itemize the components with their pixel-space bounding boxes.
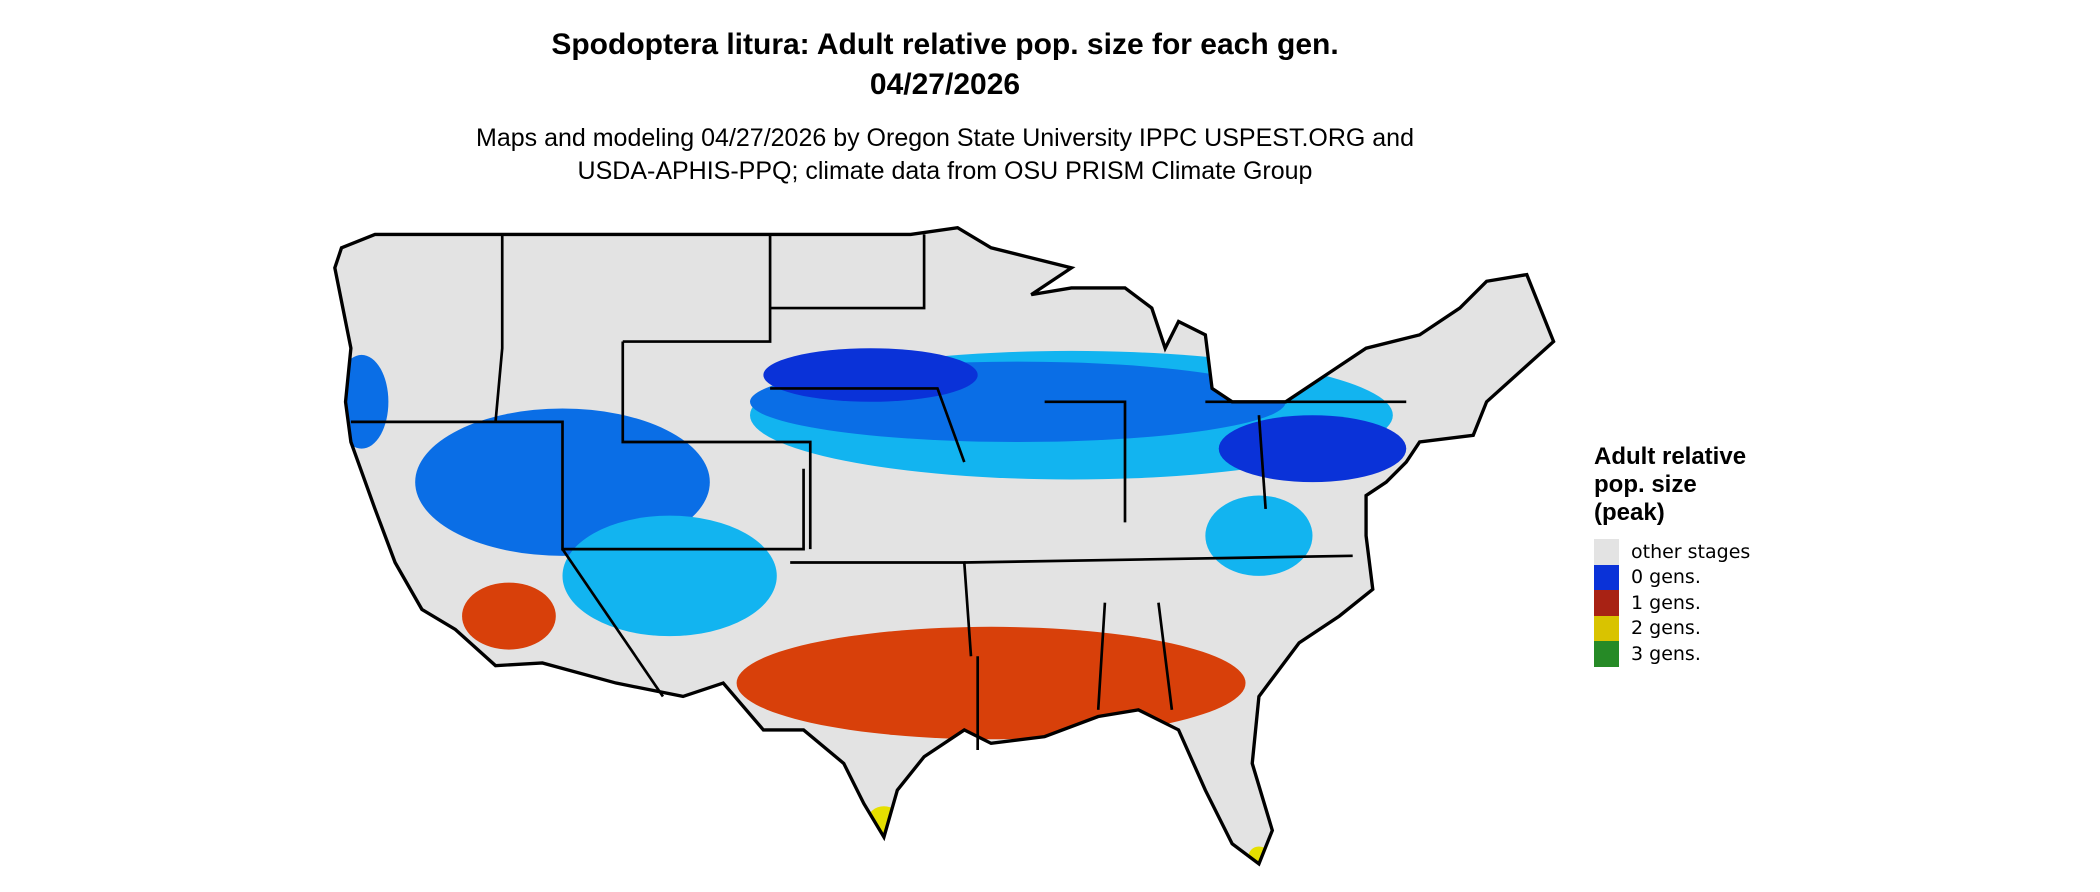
us-outline [333, 225, 1556, 867]
legend-label: other stages [1631, 540, 1751, 563]
map-date: 04/27/2026 [869, 68, 1021, 101]
legend-label: 0 gens. [1631, 566, 1701, 589]
legend-swatch [1594, 564, 1619, 590]
subtitle-line-2: USDA-APHIS-PPQ; climate data from OSU PR… [577, 157, 1313, 185]
zone-0-gens-appalachia [1205, 495, 1313, 576]
zone-1-gens-south [736, 626, 1246, 740]
legend-item-3-gens: 3 gens. [1594, 641, 1750, 667]
map-title: Spodoptera litura: Adult relative pop. s… [551, 28, 1339, 61]
legend-label: 3 gens. [1631, 642, 1701, 665]
zone-0-gens-dark-east [1218, 415, 1407, 483]
zone-0-gens-dark [763, 348, 978, 402]
state-borders [350, 234, 1407, 751]
legend-label: 2 gens. [1631, 617, 1701, 640]
legend-swatch [1594, 615, 1619, 641]
zone-0-gens-southwest [562, 515, 777, 637]
legend-item-2-gens: 2 gens. [1594, 615, 1750, 641]
legend-label: 1 gens. [1631, 591, 1701, 614]
zone-0-gens-coast [334, 354, 389, 449]
legend-item-1-gens: 1 gens. [1594, 590, 1750, 616]
subtitle-line-1: Maps and modeling 04/27/2026 by Oregon S… [476, 124, 1414, 152]
legend-swatch [1594, 641, 1619, 667]
legend-swatch [1594, 539, 1619, 565]
legend-item-0-gens: 0 gens. [1594, 564, 1750, 590]
us-land [334, 227, 1554, 864]
legend-title: Adult relative pop. size (peak) [1594, 443, 1747, 526]
legend-swatch [1594, 590, 1619, 616]
legend: Adult relative pop. size (peak) other st… [1594, 443, 1750, 667]
legend-item-other-stages: other stages [1594, 539, 1750, 565]
zone-1-gens-southwest [462, 582, 556, 650]
